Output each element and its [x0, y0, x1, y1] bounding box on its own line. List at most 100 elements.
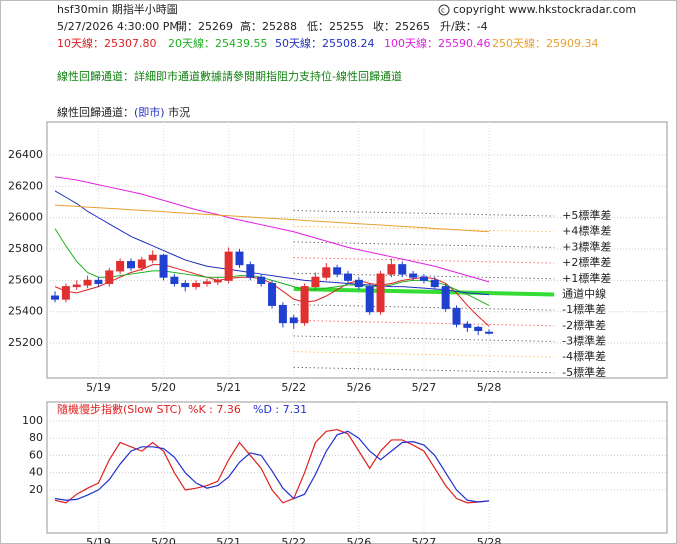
- ma-line: [54, 176, 490, 283]
- copyright: copyright www.hkstockradar.com: [453, 3, 636, 16]
- channel-label: +5標準差: [562, 208, 611, 222]
- candle-body: [94, 279, 103, 284]
- candle-body: [409, 273, 418, 278]
- copyright-c: c: [441, 7, 445, 15]
- x-tick-label: 5/22: [281, 536, 306, 544]
- legend-entry: %K : 7.36: [188, 403, 241, 416]
- x-tick-label: 5/28: [477, 536, 502, 544]
- subtitle: 線性回歸通道：(即市) 市況: [57, 105, 190, 119]
- candle-body: [387, 264, 396, 275]
- y-tick-label: 26200: [8, 179, 43, 192]
- channel-label: -5標準差: [562, 365, 606, 379]
- channel-label: +2標準差: [562, 255, 611, 269]
- quote-item: 升/跌：-4: [440, 19, 488, 33]
- y-tick-label: 80: [29, 431, 43, 444]
- candle-body: [430, 279, 439, 288]
- quote-item: 開：25269: [176, 20, 233, 33]
- candle-body: [159, 254, 168, 278]
- candle-body: [61, 286, 70, 300]
- candle-body: [181, 282, 190, 288]
- candle-body: [322, 267, 331, 278]
- candle-body: [126, 261, 135, 269]
- candle-body: [268, 282, 277, 306]
- candle-body: [343, 273, 352, 281]
- candle-body: [300, 286, 309, 324]
- candle-body: [105, 270, 114, 284]
- x-tick-label: 5/28: [477, 381, 502, 394]
- candle-body: [376, 273, 385, 313]
- candle-body: [170, 276, 179, 284]
- candle-body: [224, 251, 233, 281]
- y-tick-label: 25400: [8, 305, 43, 318]
- legend-entry: 10天線：25307.80: [57, 36, 156, 50]
- ma-line: [55, 204, 490, 233]
- subtitle-part: 線性回歸通道：: [57, 105, 134, 119]
- notice: 線性回歸通道：詳細即市通道數據請參閱期指阻力支持位-線性回歸通道: [57, 69, 402, 83]
- candle-body: [137, 259, 146, 269]
- candle-body: [441, 286, 450, 310]
- channel-label: -3標準差: [562, 333, 606, 347]
- candle-body: [311, 276, 320, 288]
- chart-name: hsf30min 期指半小時圖: [57, 2, 178, 16]
- channel-label: -4標準差: [562, 349, 606, 363]
- quote-item: 5/27/2026 4:30:00 PM: [57, 20, 179, 33]
- candle-body: [72, 284, 81, 288]
- legend-entry: 100天線：25590.46: [384, 36, 490, 50]
- candle-body: [202, 281, 211, 284]
- y-tick-label: 40: [29, 466, 43, 479]
- x-tick-label: 5/26: [346, 381, 371, 394]
- stoch-line: [54, 430, 490, 503]
- x-tick-label: 5/21: [216, 536, 241, 544]
- candle-body: [365, 286, 374, 313]
- x-tick-label: 5/20: [151, 536, 176, 544]
- copyright-icon: [438, 4, 450, 16]
- quote-item: 高：25288: [240, 19, 297, 33]
- x-tick-label: 5/26: [346, 536, 371, 544]
- x-tick-label: 5/19: [86, 536, 111, 544]
- y-tick-label: 26000: [8, 211, 43, 224]
- y-tick-label: 100: [22, 414, 43, 427]
- stoch-title: 隨機慢步指數(Slow STC): [57, 402, 182, 416]
- candle-body: [192, 282, 201, 288]
- y-tick-label: 60: [29, 448, 43, 461]
- legend-entry: 20天線：25439.55: [168, 36, 267, 50]
- legend-entry: 250天線：25909.34: [492, 36, 598, 50]
- candle-body: [235, 251, 244, 266]
- x-tick-label: 5/27: [412, 381, 437, 394]
- x-tick-label: 5/22: [281, 381, 306, 394]
- legend-entry: %D : 7.31: [253, 403, 307, 416]
- candle-body: [419, 276, 428, 281]
- quote-item: 收：25265: [373, 19, 430, 33]
- channel-label: +1標準差: [562, 271, 611, 285]
- stoch-frame: [46, 401, 668, 534]
- main-frame: [46, 121, 668, 379]
- candle-body: [485, 331, 494, 334]
- candle-body: [463, 323, 472, 328]
- candle-body: [246, 264, 255, 278]
- candle-body: [398, 264, 407, 275]
- candle-body: [474, 326, 483, 331]
- x-tick-label: 5/19: [86, 381, 111, 394]
- x-tick-label: 5/21: [216, 381, 241, 394]
- channel-label: +4標準差: [562, 224, 611, 238]
- channel-label: 通道中線: [562, 286, 606, 300]
- y-tick-label: 26400: [8, 148, 43, 161]
- ma-line: [54, 190, 490, 296]
- channel-label: +3標準差: [562, 239, 611, 253]
- ma-line: [54, 228, 490, 306]
- subtitle-part: (即市): [134, 105, 165, 119]
- candle-body: [289, 317, 298, 324]
- candle-body: [51, 295, 60, 300]
- candle-body: [257, 276, 266, 284]
- candle-body: [83, 279, 92, 286]
- candle-body: [333, 267, 342, 275]
- quote-item: 低：25255: [307, 20, 364, 33]
- candle-body: [452, 308, 461, 325]
- channel-label: -2標準差: [562, 318, 606, 332]
- x-tick-label: 5/27: [412, 536, 437, 544]
- x-tick-label: 5/20: [151, 381, 176, 394]
- candle-body: [213, 279, 222, 283]
- candle-body: [354, 279, 363, 288]
- y-tick-label: 25200: [8, 336, 43, 349]
